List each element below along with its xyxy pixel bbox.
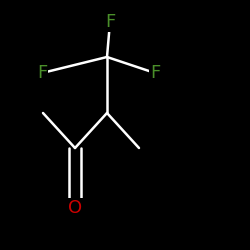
Text: O: O [68,199,82,217]
Text: F: F [37,64,47,82]
Text: F: F [150,64,160,82]
Text: F: F [105,13,115,31]
